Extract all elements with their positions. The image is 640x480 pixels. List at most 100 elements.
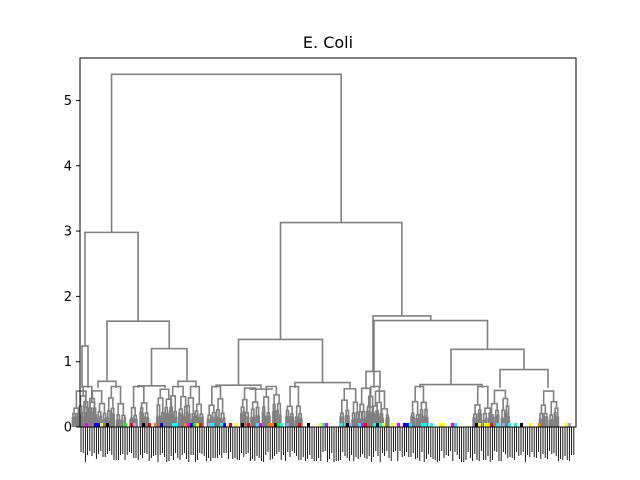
dendrogram-link — [156, 404, 161, 418]
dendrogram-link — [489, 414, 494, 421]
leaf-color-mark — [235, 423, 238, 427]
dendrogram-link — [341, 416, 345, 421]
leaf-color-mark — [97, 423, 100, 427]
dendrogram-link — [473, 413, 478, 420]
dendrogram-link — [261, 411, 265, 420]
dendrogram-link — [207, 414, 212, 421]
y-tick-label: 4 — [64, 159, 72, 174]
dendrogram-link — [140, 402, 148, 414]
leaf-color-mark — [376, 423, 379, 427]
leaf-color-mark — [142, 423, 145, 427]
dendrogram-link — [369, 385, 381, 403]
leaf-color-mark — [358, 423, 361, 427]
leaf-color-mark — [451, 423, 454, 427]
dendrogram-link — [539, 412, 544, 420]
dendrogram-link — [115, 419, 119, 423]
dendrogram-link — [71, 417, 75, 421]
dendrogram-link — [415, 417, 418, 423]
dendrogram-link — [75, 417, 79, 422]
dendrogram-link — [351, 412, 356, 421]
leaf-color-mark — [307, 423, 310, 427]
dendrogram-link — [215, 384, 262, 390]
dendrogram-link — [141, 412, 145, 421]
dendrogram-link — [120, 420, 124, 424]
dendrogram-link — [219, 419, 223, 423]
dendrogram-link — [540, 404, 547, 414]
dendrogram-link — [174, 416, 178, 421]
dendrogram-link — [144, 412, 149, 419]
leaf-color-mark — [568, 423, 571, 427]
dendrogram-link — [266, 412, 271, 417]
leaf-color-mark — [160, 423, 163, 427]
dendrogram-link — [482, 419, 486, 424]
dendrogram-link — [144, 416, 147, 421]
dendrogram-link — [421, 418, 424, 422]
leaf-color-mark — [322, 423, 325, 427]
leaf-color-mark — [409, 423, 412, 427]
dendrogram-link — [380, 419, 384, 424]
dendrogram-link — [92, 414, 95, 421]
leaf-color-mark — [382, 423, 385, 427]
dendrogram-link — [172, 417, 176, 423]
dendrogram-link — [493, 389, 507, 404]
leaf-color-mark — [391, 423, 394, 427]
leaf-color-mark — [379, 423, 382, 427]
dendrogram-link — [344, 414, 348, 422]
dendrogram-link — [358, 411, 363, 420]
dendrogram-link — [255, 415, 258, 421]
dendrogram-link — [118, 418, 121, 424]
dendrogram-link — [121, 414, 126, 422]
dendrogram-link — [220, 412, 225, 421]
leaf-color-mark — [319, 423, 322, 427]
dendrogram-link — [341, 399, 348, 414]
dendrogram-link — [201, 416, 204, 421]
dendrogram-link — [504, 411, 508, 419]
leaf-color-mark — [94, 423, 97, 427]
dendrogram-link — [347, 415, 350, 422]
dendrogram-link — [549, 414, 554, 421]
dendrogram-link — [273, 410, 277, 419]
dendrogram-link — [240, 413, 243, 419]
dendrogram-link — [294, 420, 298, 424]
dendrogram-link — [501, 409, 506, 419]
dendrogram-link — [72, 412, 77, 418]
dendrogram-link — [244, 415, 247, 421]
dendrogram-link — [89, 415, 92, 420]
dendrogram-link — [542, 416, 546, 422]
dendrogram-link — [411, 400, 419, 415]
dendrogram-link — [538, 418, 542, 423]
dendrogram-link — [542, 390, 555, 406]
dendrogram-link — [500, 417, 504, 423]
dendrogram-link — [339, 416, 342, 422]
dendrogram-link — [360, 387, 371, 407]
dendrogram-link — [106, 417, 110, 423]
dendrogram-link — [545, 416, 549, 422]
dendrogram-link — [343, 387, 357, 403]
dendrogram-link — [110, 412, 114, 421]
leaf-color-mark — [340, 423, 343, 427]
dendrogram-link — [363, 419, 366, 424]
dendrogram-link — [255, 406, 260, 417]
dendrogram-link — [117, 402, 125, 416]
leaf-color-mark — [187, 423, 190, 427]
dendrogram-link — [165, 413, 169, 421]
leaf-color-mark — [280, 423, 283, 427]
dendrogram-link — [265, 385, 278, 397]
leaf-color-mark — [397, 423, 400, 427]
dendrogram-link — [163, 417, 167, 423]
dendrogram-link — [186, 404, 191, 415]
dendrogram-link — [355, 411, 360, 421]
leaf-color-mark — [520, 423, 523, 427]
leaf-color-mark — [286, 423, 289, 427]
dendrogram-link — [211, 416, 214, 423]
dendrogram-link — [361, 418, 364, 423]
dendrogram-link — [410, 415, 414, 420]
dendrogram-link — [146, 417, 150, 422]
dendrogram-link — [92, 411, 97, 416]
leaf-color-mark — [172, 423, 175, 427]
dendrogram-link — [94, 414, 98, 421]
dendrogram-link — [195, 403, 203, 415]
dendrogram-link — [168, 410, 174, 420]
leaf-color-mark — [487, 423, 490, 427]
dendrogram-link — [385, 414, 389, 420]
